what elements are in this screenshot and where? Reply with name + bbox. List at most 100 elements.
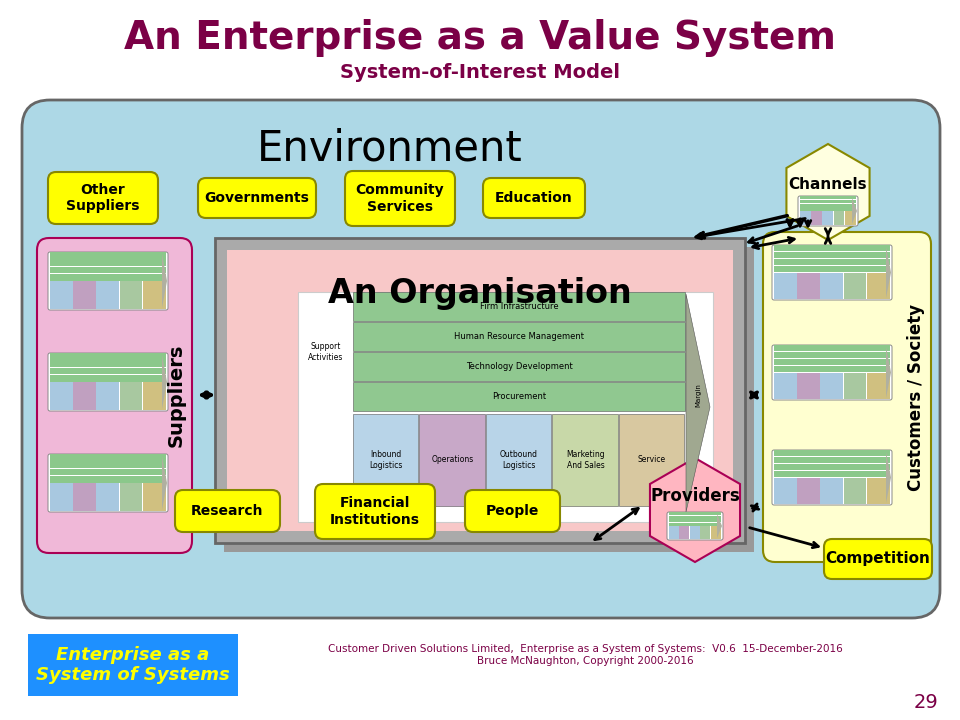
Bar	[844, 272, 866, 299]
Bar	[50, 252, 166, 258]
Bar	[774, 372, 797, 399]
Text: Other
Suppliers: Other Suppliers	[66, 183, 140, 213]
Bar	[867, 272, 890, 299]
Bar	[774, 450, 890, 456]
Bar	[669, 512, 721, 515]
FancyBboxPatch shape	[37, 238, 192, 553]
Text: 29: 29	[913, 693, 938, 713]
Bar	[669, 523, 721, 526]
Polygon shape	[717, 514, 722, 538]
Bar	[50, 353, 166, 360]
Text: Procurement: Procurement	[492, 392, 546, 401]
Text: Customers / Society: Customers / Society	[907, 303, 925, 490]
Bar	[774, 464, 890, 470]
Text: Technology Development: Technology Development	[466, 362, 572, 372]
Bar	[120, 281, 142, 309]
Polygon shape	[650, 458, 740, 562]
Text: People: People	[486, 504, 540, 518]
Bar	[800, 196, 856, 199]
Polygon shape	[886, 247, 891, 298]
Text: Customer Driven Solutions Limited,  Enterprise as a System of Systems:  V0.6  15: Customer Driven Solutions Limited, Enter…	[327, 644, 842, 666]
Bar	[120, 382, 142, 410]
Text: Community
Services: Community Services	[356, 184, 444, 214]
Bar	[50, 266, 166, 274]
Bar	[73, 281, 96, 309]
Text: Competition: Competition	[826, 552, 930, 567]
Bar	[797, 477, 820, 504]
Bar	[353, 322, 685, 351]
Bar	[28, 634, 238, 696]
Polygon shape	[886, 452, 891, 503]
Bar	[797, 272, 820, 299]
Bar	[298, 292, 713, 522]
Bar	[353, 292, 685, 321]
FancyBboxPatch shape	[483, 178, 585, 218]
FancyBboxPatch shape	[772, 245, 892, 300]
Polygon shape	[886, 347, 891, 398]
Text: Financial
Institutions: Financial Institutions	[330, 496, 420, 526]
FancyBboxPatch shape	[763, 232, 931, 562]
FancyBboxPatch shape	[48, 454, 168, 512]
Bar	[821, 272, 843, 299]
Polygon shape	[162, 254, 167, 308]
Bar	[50, 483, 73, 511]
Text: Outbound
Logistics: Outbound Logistics	[500, 450, 538, 469]
FancyBboxPatch shape	[667, 512, 723, 540]
Bar	[844, 372, 866, 399]
Text: Channels: Channels	[789, 176, 867, 192]
Bar	[823, 211, 833, 225]
Bar	[833, 211, 844, 225]
Text: An Organisation: An Organisation	[328, 276, 632, 310]
Bar	[800, 207, 856, 210]
FancyBboxPatch shape	[798, 196, 858, 226]
Bar	[96, 281, 119, 309]
FancyBboxPatch shape	[198, 178, 316, 218]
Bar	[690, 526, 700, 539]
Polygon shape	[686, 294, 710, 512]
Bar	[618, 413, 684, 506]
Bar	[700, 526, 710, 539]
Bar	[50, 374, 166, 382]
Bar	[50, 462, 166, 468]
Text: Support
Activities: Support Activities	[308, 342, 344, 361]
Bar	[215, 238, 745, 543]
Bar	[50, 259, 166, 266]
Bar	[420, 413, 485, 506]
FancyBboxPatch shape	[175, 490, 280, 532]
Bar	[353, 382, 685, 410]
Polygon shape	[162, 456, 167, 510]
Text: Environment: Environment	[257, 127, 523, 169]
Text: Primary Activities: Primary Activities	[482, 513, 556, 521]
Bar	[774, 477, 797, 504]
Bar	[774, 245, 890, 251]
Bar	[353, 352, 685, 381]
Bar	[50, 476, 166, 482]
Bar	[867, 477, 890, 504]
Bar	[96, 382, 119, 410]
Bar	[50, 360, 166, 367]
Bar	[774, 258, 890, 265]
Bar	[669, 526, 679, 539]
Text: Operations: Operations	[431, 455, 473, 464]
Bar	[867, 372, 890, 399]
Text: Suppliers: Suppliers	[166, 344, 185, 447]
Text: Governments: Governments	[204, 191, 309, 205]
FancyBboxPatch shape	[22, 100, 940, 618]
Bar	[486, 413, 551, 506]
Text: Human Resource Management: Human Resource Management	[454, 333, 584, 341]
Bar	[73, 382, 96, 410]
Bar	[811, 211, 822, 225]
Bar	[552, 413, 617, 506]
Bar	[774, 345, 890, 351]
Bar	[224, 247, 754, 552]
Bar	[73, 483, 96, 511]
Bar	[143, 483, 165, 511]
Bar	[797, 372, 820, 399]
Text: Enterprise as a
System of Systems: Enterprise as a System of Systems	[36, 646, 229, 685]
FancyBboxPatch shape	[772, 345, 892, 400]
Bar	[774, 471, 890, 477]
Bar	[669, 519, 721, 522]
FancyBboxPatch shape	[465, 490, 560, 532]
FancyBboxPatch shape	[345, 171, 455, 226]
Bar	[120, 483, 142, 511]
